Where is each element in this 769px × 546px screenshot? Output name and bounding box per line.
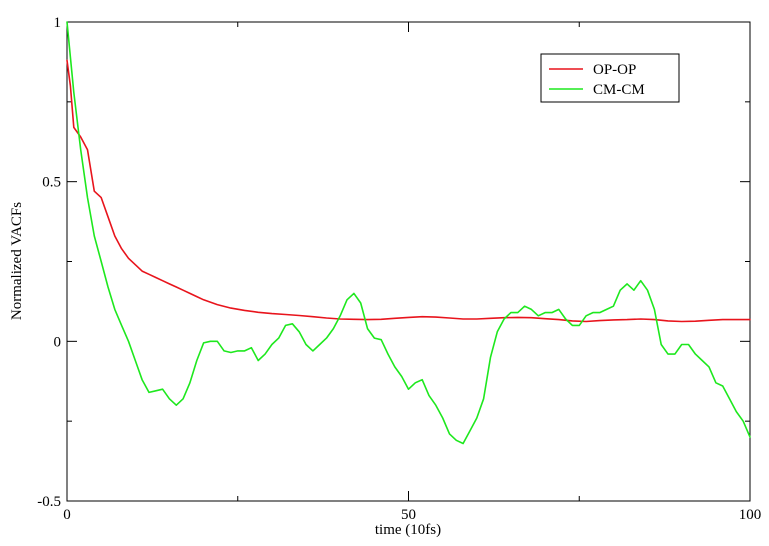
- y-tick-label: 1: [54, 15, 62, 31]
- legend: OP-OP CM-CM: [540, 53, 680, 103]
- y-tick-label: 0: [54, 334, 62, 350]
- axis-ticks: 0 50 100-0.500.51: [37, 15, 761, 523]
- x-tick-label: 0: [63, 507, 71, 523]
- y-axis-title: Normalized VACFs: [9, 202, 25, 320]
- x-tick-label: 100: [739, 507, 762, 523]
- series-layer: [66, 21, 751, 445]
- legend-label-op-op: OP-OP: [593, 62, 636, 78]
- y-tick-label: -0.5: [37, 494, 61, 510]
- series-line-op-op: [66, 59, 751, 323]
- legend-box: [540, 53, 680, 103]
- x-tick-label: 50: [401, 507, 416, 523]
- legend-label-cm-cm: CM-CM: [593, 82, 645, 98]
- series-line-cm-cm: [66, 21, 751, 445]
- x-axis-title: time (10fs): [375, 522, 441, 538]
- y-tick-label: 0.5: [42, 175, 61, 191]
